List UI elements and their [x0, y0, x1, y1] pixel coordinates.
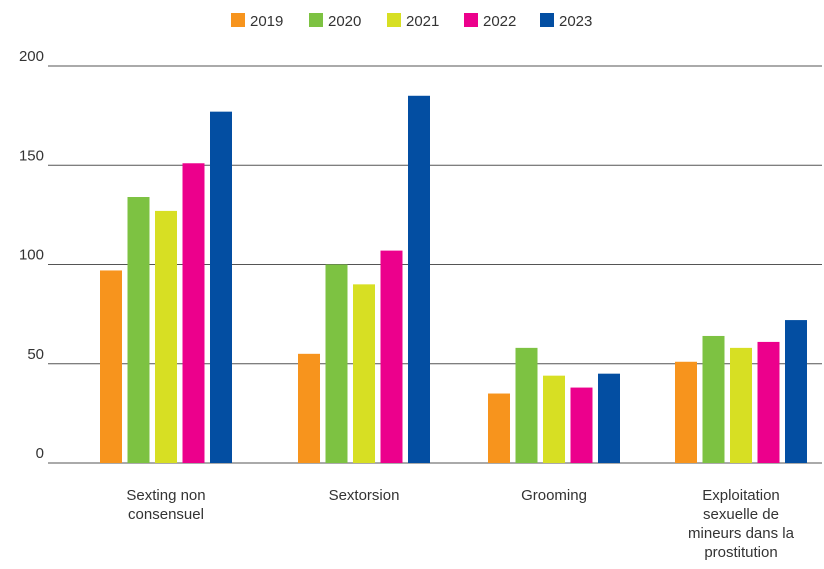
bar-2021-cat1	[155, 210, 177, 463]
legend-label-2022: 2022	[483, 13, 516, 30]
legend: 2019 2020 2021 2022 2023	[231, 13, 592, 30]
legend-swatch-2021	[387, 13, 401, 27]
legend-label-2020: 2020	[328, 13, 361, 30]
bar-2023-cat1	[210, 111, 232, 463]
legend-swatch-2023	[540, 13, 554, 27]
bar-2023-cat3	[598, 373, 620, 463]
category-label-2-line-1: Sextorsion	[329, 487, 400, 504]
category-label-4-line-3: mineurs dans la	[688, 525, 795, 542]
bar-2020-cat2	[325, 264, 348, 463]
bar-2019-cat3	[488, 393, 510, 463]
legend-swatch-2022	[464, 13, 478, 27]
legend-label-2023: 2023	[559, 13, 592, 30]
bar-2022-cat2	[380, 250, 403, 463]
category-label-4-line-2: sexuelle de	[703, 506, 779, 523]
category-label-1-line-2: consensuel	[128, 506, 204, 523]
category-label-4-line-1: Exploitation	[702, 487, 780, 504]
bar-2023-cat4	[785, 320, 807, 463]
bar-2019-cat4	[675, 361, 697, 463]
y-tick-label-100: 100	[19, 247, 44, 264]
bar-2019-cat1	[100, 270, 122, 463]
y-tick-label-50: 50	[27, 346, 44, 363]
category-label-3-line-1: Grooming	[521, 487, 587, 504]
category-label-4-line-4: prostitution	[704, 544, 777, 561]
category-label-1-line-1: Sexting non	[126, 487, 205, 504]
bar-2023-cat2	[408, 95, 430, 464]
legend-label-2021: 2021	[406, 13, 439, 30]
bar-2019-cat2	[298, 353, 320, 463]
y-tick-label-0: 0	[36, 445, 44, 462]
y-axis-tick-labels: 0 50 100 150 200	[19, 48, 44, 462]
bar-2022-cat1	[182, 163, 205, 463]
bar-2021-cat2	[353, 284, 375, 463]
bars	[100, 95, 807, 464]
bar-2020-cat4	[702, 335, 725, 463]
legend-label-2019: 2019	[250, 13, 283, 30]
y-tick-label-150: 150	[19, 147, 44, 164]
legend-swatch-2019	[231, 13, 245, 27]
y-tick-label-200: 200	[19, 48, 44, 65]
bar-2021-cat3	[543, 375, 565, 463]
legend-swatch-2020	[309, 13, 323, 27]
x-axis-category-labels: Sexting non consensuel Sextorsion Grooming E…	[126, 487, 794, 561]
bar-2022-cat3	[570, 387, 593, 463]
bar-2022-cat4	[757, 341, 780, 463]
bar-2020-cat1	[127, 197, 150, 463]
bar-2020-cat3	[515, 347, 538, 463]
bar-2021-cat4	[730, 347, 752, 463]
